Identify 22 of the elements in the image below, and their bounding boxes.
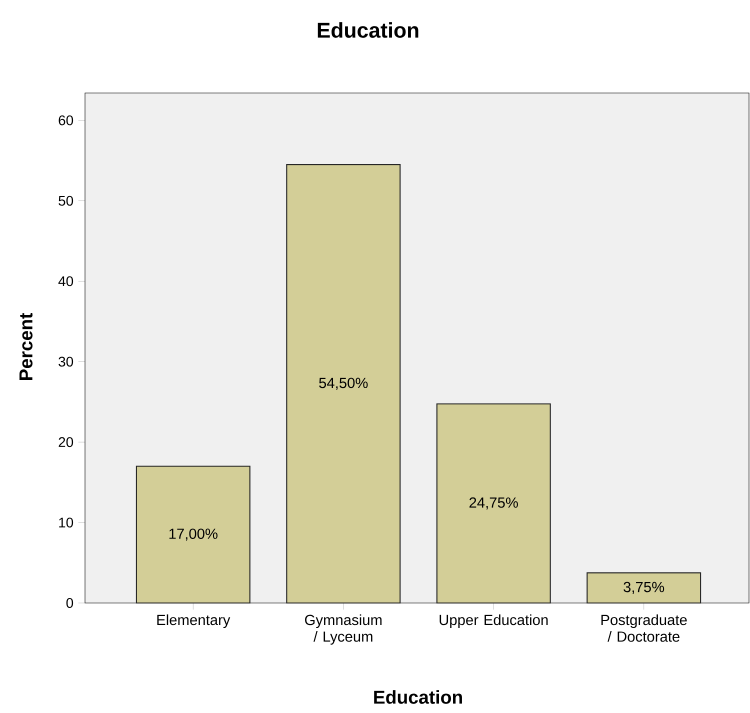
y-tick-label: 10 — [59, 518, 74, 528]
y-axis-title: Percent — [19, 312, 33, 380]
y-tick-label: 0 — [66, 598, 74, 608]
x-tick-label: Upper Education — [440, 614, 548, 628]
data-label: 54,50% — [319, 378, 368, 390]
y-tick-label: 30 — [58, 356, 74, 367]
y-tick-label: 60 — [58, 115, 74, 126]
chart-title: Education — [318, 22, 418, 38]
x-axis-title: Education — [374, 690, 462, 704]
bar — [436, 403, 551, 604]
y-tick-label: 20 — [58, 437, 74, 448]
y-tick-label: 40 — [58, 276, 74, 286]
bar — [136, 466, 250, 604]
data-label: 3,75% — [624, 582, 664, 594]
bar — [586, 572, 702, 604]
x-tick-label: Elementary — [157, 614, 230, 628]
data-label: 17,00% — [169, 528, 218, 541]
x-tick-label: Gymnasium / Lyceum — [305, 614, 382, 645]
bar — [286, 164, 401, 604]
data-label: 24,75% — [469, 497, 518, 510]
x-tick-label: Postgraduate / Doctorate — [601, 614, 687, 642]
y-tick-label: 50 — [58, 196, 74, 206]
